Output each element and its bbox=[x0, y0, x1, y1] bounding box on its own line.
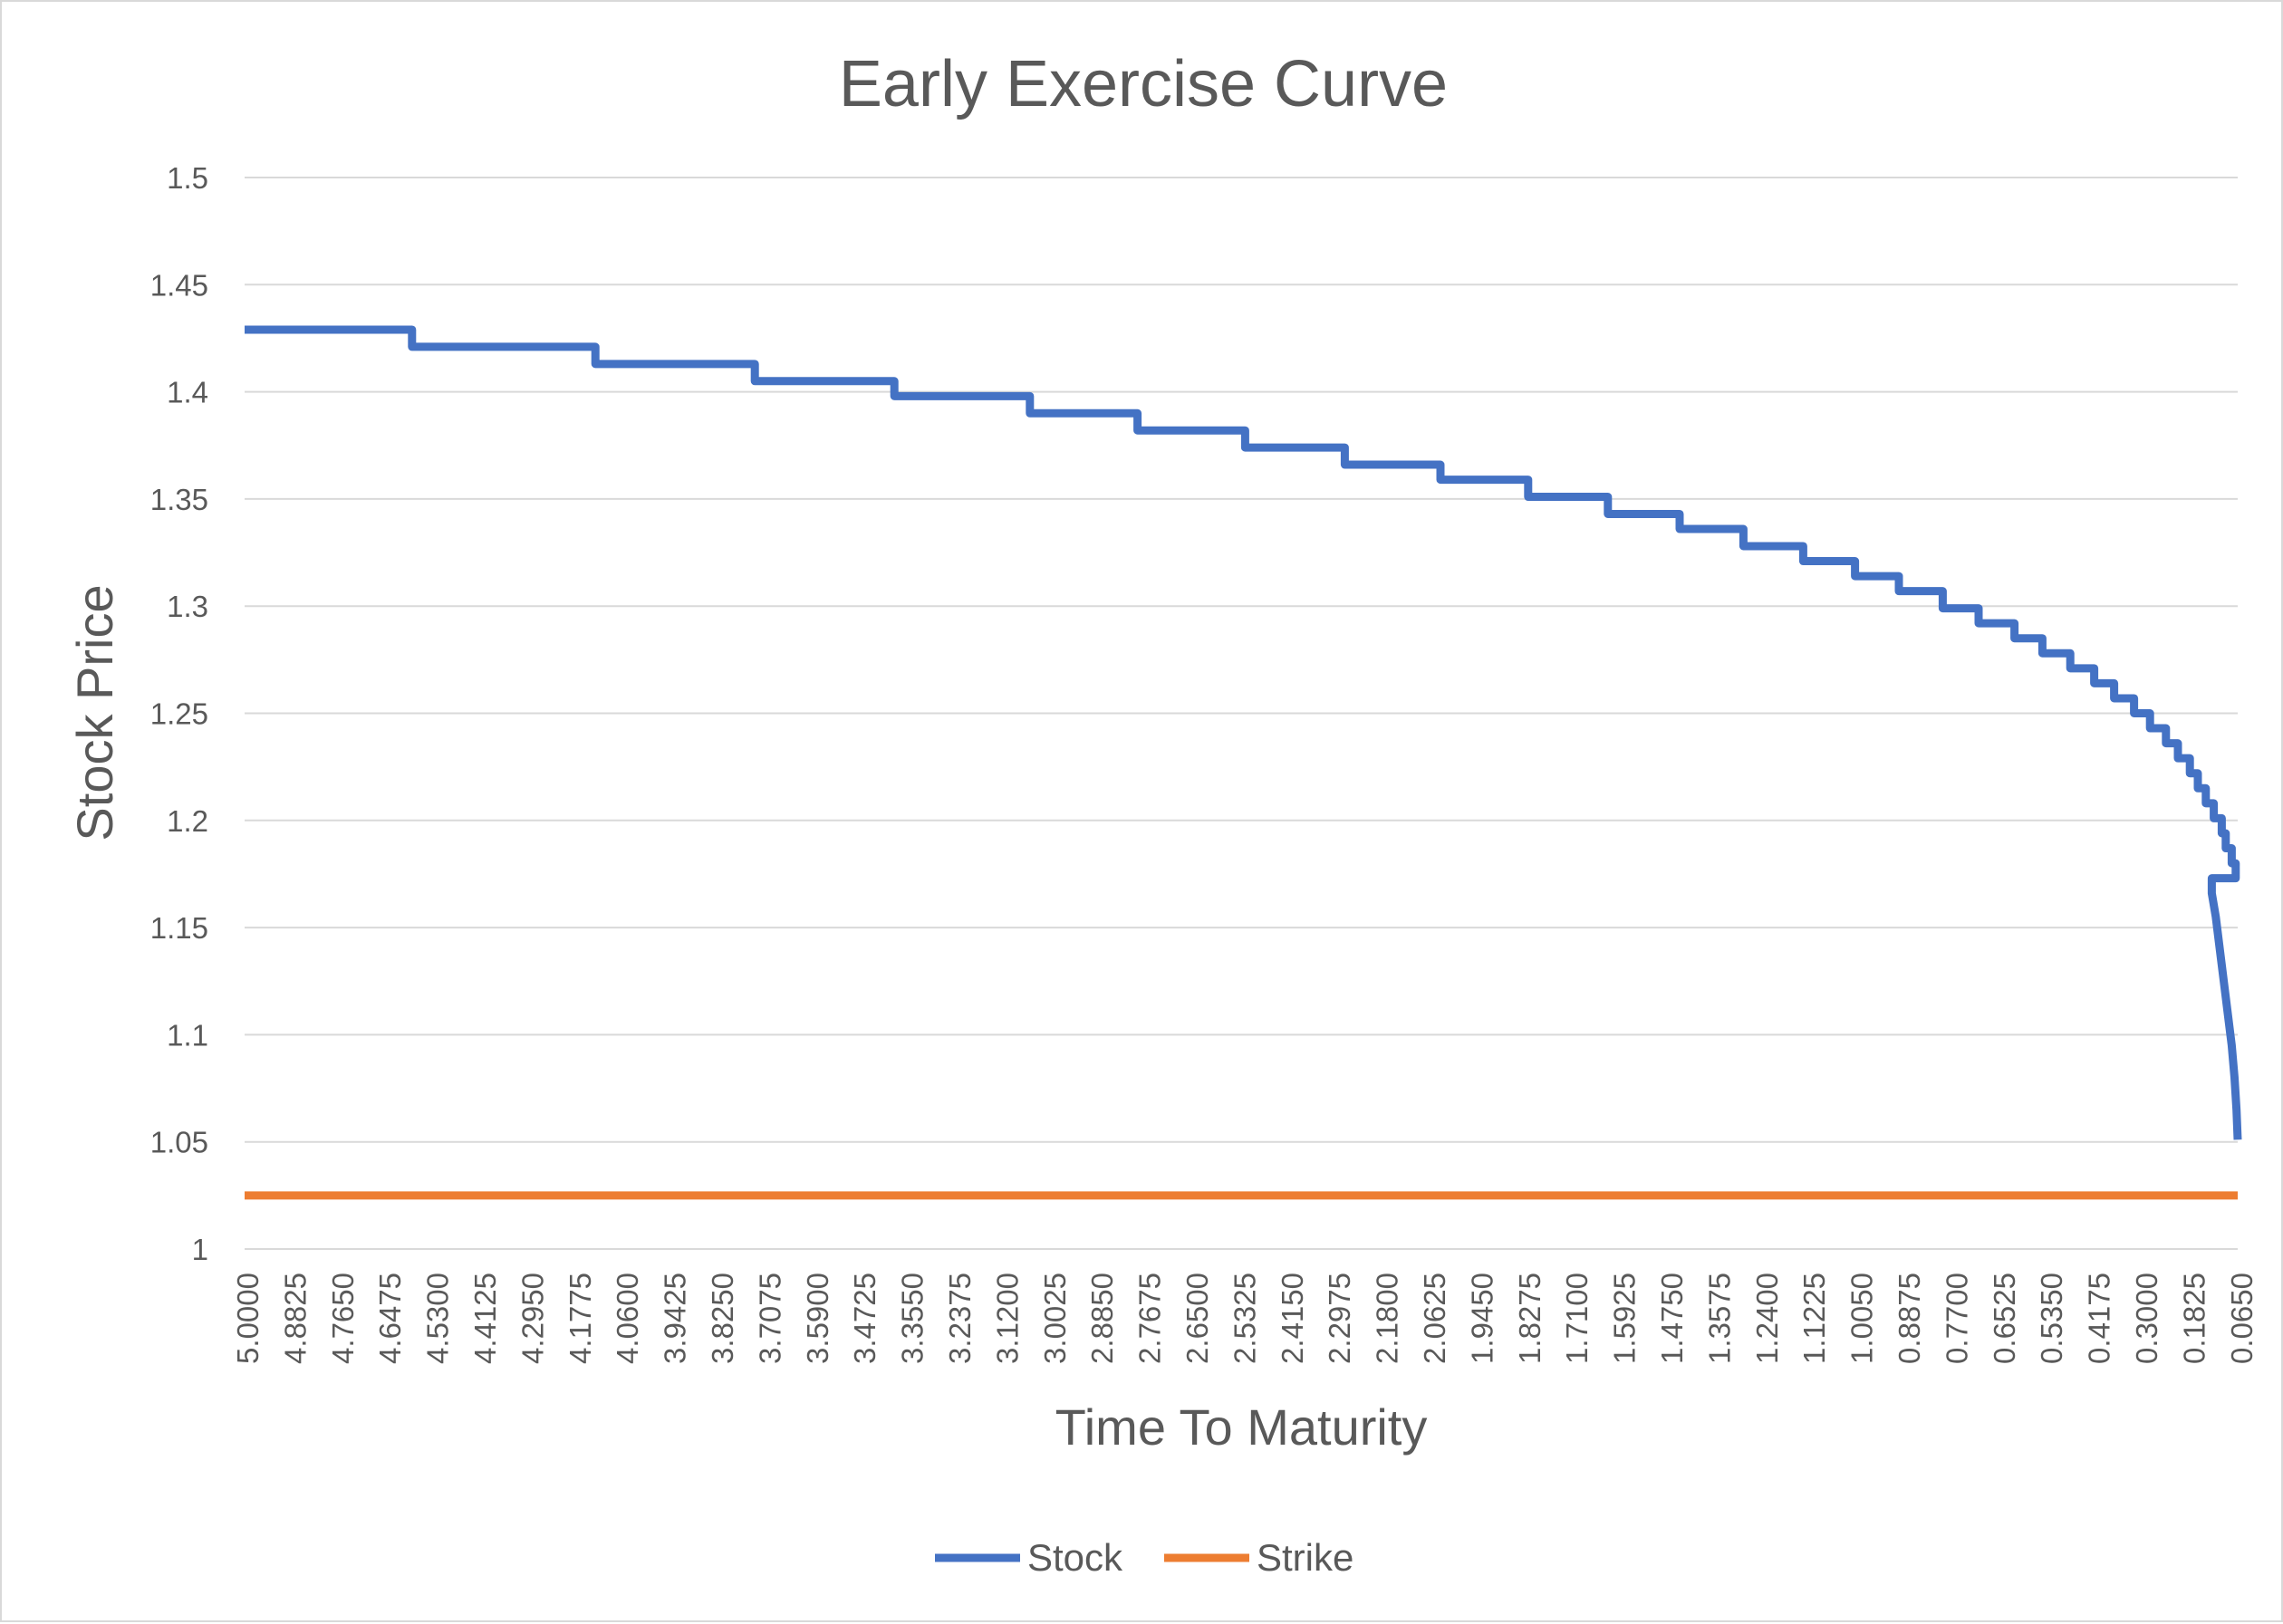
legend-label-strike: Strike bbox=[1257, 1536, 1353, 1579]
x-tick-label: 0.3000 bbox=[2130, 1273, 2163, 1364]
x-axis-ticks: 5.0000 4.8825 4.7650 4.6475 4.5300 4.4125 4.29… bbox=[231, 1273, 2259, 1364]
x-tick-label: 0.5350 bbox=[2035, 1273, 2068, 1364]
x-tick-label: 1.4750 bbox=[1655, 1273, 1689, 1364]
x-tick-label: 0.7700 bbox=[1940, 1273, 1973, 1364]
x-tick-label: 2.5325 bbox=[1228, 1273, 1261, 1364]
y-tick-label: 1.3 bbox=[167, 590, 208, 623]
x-tick-label: 4.6475 bbox=[373, 1273, 407, 1364]
y-tick-label: 1.2 bbox=[167, 804, 208, 838]
x-tick-label: 4.1775 bbox=[564, 1273, 597, 1364]
x-tick-label: 3.2375 bbox=[943, 1273, 977, 1364]
x-tick-label: 1.9450 bbox=[1465, 1273, 1498, 1364]
x-tick-label: 3.0025 bbox=[1038, 1273, 1072, 1364]
y-tick-label: 1.4 bbox=[167, 376, 208, 409]
x-tick-label: 3.1200 bbox=[990, 1273, 1024, 1364]
y-axis-ticks: 1 1.05 1.1 1.15 1.2 1.25 1.3 1.35 1.4 1.45 1.5 bbox=[150, 161, 208, 1266]
x-tick-label: 2.6500 bbox=[1180, 1273, 1214, 1364]
y-tick-label: 1.45 bbox=[150, 268, 208, 302]
x-tick-label: 3.4725 bbox=[848, 1273, 881, 1364]
x-tick-label: 5.0000 bbox=[231, 1273, 265, 1364]
x-tick-label: 1.2400 bbox=[1750, 1273, 1784, 1364]
x-axis-title: Time To Maturity bbox=[1055, 1398, 1428, 1456]
x-tick-label: 2.7675 bbox=[1133, 1273, 1167, 1364]
x-tick-label: 3.8250 bbox=[706, 1273, 739, 1364]
x-tick-label: 3.5900 bbox=[801, 1273, 834, 1364]
x-tick-label: 1.0050 bbox=[1845, 1273, 1879, 1364]
x-tick-label: 0.6525 bbox=[1988, 1273, 2021, 1364]
chart-title: Early Exercise Curve bbox=[839, 48, 1448, 120]
series-layer bbox=[245, 325, 2242, 1200]
y-tick-label: 1 bbox=[192, 1233, 208, 1266]
gridlines bbox=[245, 177, 2238, 1250]
x-tick-label: 4.7650 bbox=[326, 1273, 360, 1364]
x-tick-label: 0.8875 bbox=[1893, 1273, 1926, 1364]
x-tick-label: 1.8275 bbox=[1513, 1273, 1546, 1364]
y-tick-label: 1.35 bbox=[150, 483, 208, 516]
x-tick-label: 4.8825 bbox=[278, 1273, 312, 1364]
y-tick-label: 1.15 bbox=[150, 911, 208, 945]
x-tick-label: 4.5300 bbox=[421, 1273, 455, 1364]
x-tick-label: 1.3575 bbox=[1702, 1273, 1736, 1364]
y-tick-label: 1.1 bbox=[167, 1018, 208, 1052]
series-line-stock bbox=[245, 325, 2242, 1140]
x-tick-label: 2.2975 bbox=[1323, 1273, 1356, 1364]
x-tick-label: 4.0600 bbox=[611, 1273, 644, 1364]
legend-label-stock: Stock bbox=[1027, 1536, 1123, 1579]
x-tick-label: 1.7100 bbox=[1560, 1273, 1594, 1364]
x-tick-label: 3.3550 bbox=[896, 1273, 930, 1364]
x-tick-label: 3.7075 bbox=[753, 1273, 786, 1364]
x-tick-label: 2.0625 bbox=[1418, 1273, 1451, 1364]
y-tick-label: 1.05 bbox=[150, 1126, 208, 1159]
y-tick-label: 1.5 bbox=[167, 161, 208, 195]
x-tick-label: 4.2950 bbox=[515, 1273, 549, 1364]
x-tick-label: 3.9425 bbox=[659, 1273, 692, 1364]
x-tick-label: 2.4150 bbox=[1276, 1273, 1309, 1364]
legend: Stock Strike bbox=[935, 1536, 1353, 1579]
x-tick-label: 1.1225 bbox=[1797, 1273, 1831, 1364]
x-tick-label: 0.0650 bbox=[2225, 1273, 2259, 1364]
x-tick-label: 0.4175 bbox=[2083, 1273, 2116, 1364]
x-tick-label: 0.1825 bbox=[2177, 1273, 2211, 1364]
x-tick-label: 4.4125 bbox=[468, 1273, 502, 1364]
x-tick-label: 2.8850 bbox=[1085, 1273, 1119, 1364]
x-tick-label: 2.1800 bbox=[1371, 1273, 1404, 1364]
y-tick-label: 1.25 bbox=[150, 697, 208, 731]
y-axis-title: Stock Price bbox=[66, 584, 123, 841]
x-tick-label: 1.5925 bbox=[1608, 1273, 1642, 1364]
